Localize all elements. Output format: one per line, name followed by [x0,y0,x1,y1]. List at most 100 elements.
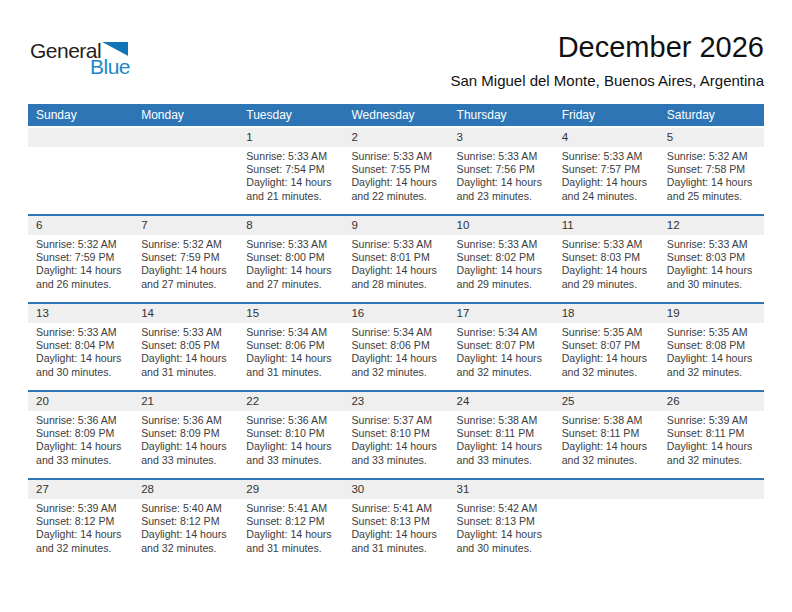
dow-header-saturday: Saturday [659,104,764,126]
daylight-text: Daylight: 14 hours and 31 minutes. [246,352,341,378]
sunrise-text: Sunrise: 5:33 AM [457,150,552,163]
sunrise-text: Sunrise: 5:33 AM [246,150,341,163]
day-cell: Sunrise: 5:33 AMSunset: 8:05 PMDaylight:… [133,323,238,379]
day-number: 4 [554,128,659,147]
sunrise-text: Sunrise: 5:33 AM [457,238,552,251]
sunrise-text: Sunrise: 5:39 AM [667,414,762,427]
day-cell: Sunrise: 5:33 AMSunset: 7:54 PMDaylight:… [238,147,343,203]
day-number-band: 2728293031 [28,480,764,499]
day-number-empty [554,480,659,499]
day-cell: Sunrise: 5:42 AMSunset: 8:13 PMDaylight:… [449,499,554,555]
day-number: 21 [133,392,238,411]
day-cell: Sunrise: 5:33 AMSunset: 7:55 PMDaylight:… [343,147,448,203]
daylight-text: Daylight: 14 hours and 32 minutes. [141,528,236,554]
day-number: 7 [133,216,238,235]
day-cell-empty [133,147,238,203]
daylight-text: Daylight: 14 hours and 31 minutes. [141,352,236,378]
sunset-text: Sunset: 8:06 PM [351,339,446,352]
dow-header-monday: Monday [133,104,238,126]
daylight-text: Daylight: 14 hours and 29 minutes. [562,264,657,290]
day-cell: Sunrise: 5:36 AMSunset: 8:09 PMDaylight:… [28,411,133,467]
day-number: 15 [238,304,343,323]
daylight-text: Daylight: 14 hours and 30 minutes. [457,528,552,554]
sunset-text: Sunset: 8:11 PM [457,427,552,440]
day-number: 9 [343,216,448,235]
logo-triangle-icon [102,42,128,56]
sunset-text: Sunset: 8:07 PM [457,339,552,352]
sunrise-text: Sunrise: 5:36 AM [36,414,131,427]
day-number-empty [28,128,133,147]
sunset-text: Sunset: 8:09 PM [141,427,236,440]
sunset-text: Sunset: 8:00 PM [246,251,341,264]
day-number: 6 [28,216,133,235]
day-number: 10 [449,216,554,235]
sunrise-text: Sunrise: 5:41 AM [246,502,341,515]
sunset-text: Sunset: 8:04 PM [36,339,131,352]
day-cell: Sunrise: 5:32 AMSunset: 7:59 PMDaylight:… [133,235,238,291]
day-cell: Sunrise: 5:35 AMSunset: 8:07 PMDaylight:… [554,323,659,379]
daylight-text: Daylight: 14 hours and 30 minutes. [667,264,762,290]
sunrise-text: Sunrise: 5:34 AM [351,326,446,339]
day-cell: Sunrise: 5:34 AMSunset: 8:06 PMDaylight:… [343,323,448,379]
day-number: 3 [449,128,554,147]
day-number: 25 [554,392,659,411]
sunrise-text: Sunrise: 5:33 AM [351,238,446,251]
sunrise-text: Sunrise: 5:35 AM [667,326,762,339]
day-cell: Sunrise: 5:33 AMSunset: 7:56 PMDaylight:… [449,147,554,203]
sunset-text: Sunset: 7:55 PM [351,163,446,176]
sunrise-text: Sunrise: 5:37 AM [351,414,446,427]
dow-header-friday: Friday [554,104,659,126]
day-number: 20 [28,392,133,411]
sunrise-text: Sunrise: 5:41 AM [351,502,446,515]
logo-text-blue: Blue [90,55,130,78]
day-of-week-header-row: Sunday Monday Tuesday Wednesday Thursday… [28,104,764,126]
sunrise-text: Sunrise: 5:33 AM [36,326,131,339]
sunset-text: Sunset: 8:11 PM [562,427,657,440]
sunrise-text: Sunrise: 5:33 AM [351,150,446,163]
day-cell-empty [659,499,764,555]
sunset-text: Sunset: 8:11 PM [667,427,762,440]
day-number-band: 20212223242526 [28,392,764,411]
day-number: 23 [343,392,448,411]
sunset-text: Sunset: 8:03 PM [562,251,657,264]
day-details-row: Sunrise: 5:33 AMSunset: 8:04 PMDaylight:… [28,323,764,379]
day-number: 14 [133,304,238,323]
sunrise-text: Sunrise: 5:38 AM [562,414,657,427]
sunset-text: Sunset: 8:13 PM [351,515,446,528]
sunset-text: Sunset: 8:06 PM [246,339,341,352]
day-number: 1 [238,128,343,147]
day-number: 16 [343,304,448,323]
sunset-text: Sunset: 8:07 PM [562,339,657,352]
sunset-text: Sunset: 7:58 PM [667,163,762,176]
sunset-text: Sunset: 8:10 PM [351,427,446,440]
day-cell: Sunrise: 5:38 AMSunset: 8:11 PMDaylight:… [554,411,659,467]
day-cell: Sunrise: 5:34 AMSunset: 8:06 PMDaylight:… [238,323,343,379]
day-cell: Sunrise: 5:39 AMSunset: 8:11 PMDaylight:… [659,411,764,467]
day-number: 24 [449,392,554,411]
dow-header-thursday: Thursday [449,104,554,126]
sunset-text: Sunset: 8:12 PM [141,515,236,528]
daylight-text: Daylight: 14 hours and 27 minutes. [141,264,236,290]
daylight-text: Daylight: 14 hours and 30 minutes. [36,352,131,378]
sunset-text: Sunset: 8:12 PM [36,515,131,528]
daylight-text: Daylight: 14 hours and 33 minutes. [246,440,341,466]
general-blue-logo: General Blue [30,40,130,78]
title-block: December 2026 San Miguel del Monte, Buen… [450,30,764,89]
daylight-text: Daylight: 14 hours and 32 minutes. [562,440,657,466]
day-number: 28 [133,480,238,499]
day-number: 19 [659,304,764,323]
day-cell: Sunrise: 5:36 AMSunset: 8:10 PMDaylight:… [238,411,343,467]
day-cell: Sunrise: 5:39 AMSunset: 8:12 PMDaylight:… [28,499,133,555]
sunset-text: Sunset: 8:13 PM [457,515,552,528]
week-row: 13141516171819Sunrise: 5:33 AMSunset: 8:… [28,302,764,390]
sunrise-text: Sunrise: 5:34 AM [246,326,341,339]
sunset-text: Sunset: 7:59 PM [36,251,131,264]
sunset-text: Sunset: 7:54 PM [246,163,341,176]
sunrise-text: Sunrise: 5:35 AM [562,326,657,339]
day-details-row: Sunrise: 5:39 AMSunset: 8:12 PMDaylight:… [28,499,764,555]
day-number: 26 [659,392,764,411]
week-row: 12345Sunrise: 5:33 AMSunset: 7:54 PMDayl… [28,128,764,214]
day-number-band: 6789101112 [28,216,764,235]
daylight-text: Daylight: 14 hours and 32 minutes. [36,528,131,554]
calendar: Sunday Monday Tuesday Wednesday Thursday… [28,104,764,566]
